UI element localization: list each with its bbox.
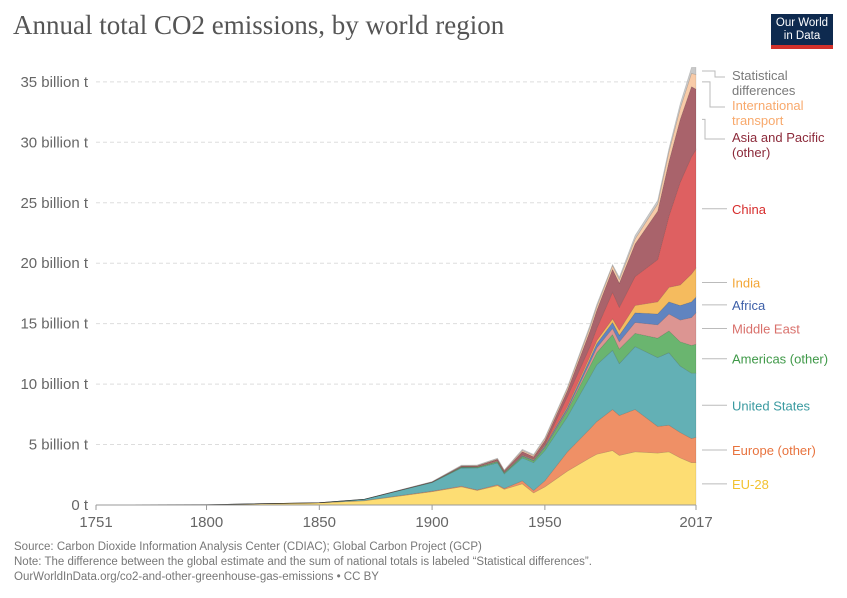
x-tick-label: 1751 [79, 514, 112, 531]
logo-line-1: Our World [775, 17, 829, 29]
legend-label-americas-other-[interactable]: Americas (other) [702, 352, 828, 367]
label-text: differences [732, 83, 796, 98]
y-tick-label: 5 billion t [29, 437, 89, 454]
logo-line-2: in Data [783, 30, 821, 42]
owid-logo[interactable]: Our World in Data [771, 14, 833, 49]
x-tick-label: 1950 [528, 514, 561, 531]
url-license[interactable]: OurWorldInData.org/co2-and-other-greenho… [14, 571, 379, 583]
legend-label-eu-28[interactable]: EU-28 [702, 477, 769, 492]
area-europe-other-[interactable] [95, 409, 697, 506]
x-tick-label: 1850 [303, 514, 336, 531]
y-tick-label: 25 billion t [20, 195, 88, 212]
label-text: Africa [732, 298, 766, 313]
legend-label-united-states[interactable]: United States [702, 398, 811, 413]
legend-label-europe-other-[interactable]: Europe (other) [702, 443, 816, 458]
label-text: Middle East [732, 321, 800, 336]
label-connector [702, 70, 725, 78]
label-text: (other) [732, 145, 770, 160]
label-text: India [732, 276, 761, 291]
x-tick-label: 1800 [190, 514, 223, 531]
x-tick-label: 1900 [415, 514, 448, 531]
legend-label-middle-east[interactable]: Middle East [702, 321, 800, 336]
label-text: Europe (other) [732, 443, 816, 458]
label-connector [702, 81, 725, 108]
chart-title: Annual total CO2 emissions, by world reg… [13, 10, 505, 40]
footnote: Note: The difference between the global … [14, 556, 592, 568]
label-text: Americas (other) [732, 352, 828, 367]
legend-label-asia-and-pacific-other-[interactable]: Asia and Pacific(other) [702, 118, 825, 160]
area-statistical-differences[interactable] [95, 67, 697, 506]
y-tick-label: 30 billion t [20, 134, 88, 151]
legend-label-china[interactable]: China [702, 202, 767, 217]
legend-label-india[interactable]: India [702, 276, 761, 291]
area-layers [95, 67, 697, 506]
legend-label-africa[interactable]: Africa [702, 298, 766, 313]
y-tick-label: 35 billion t [20, 74, 88, 91]
label-text: International [732, 98, 804, 113]
y-tick-label: 15 billion t [20, 316, 88, 333]
legend-labels: EU-28 Europe (other) United States Americas… [702, 68, 828, 492]
label-text: Statistical [732, 68, 788, 83]
y-tick-label: 10 billion t [20, 376, 88, 393]
label-text: EU-28 [732, 477, 769, 492]
axes: 0 t 5 billion t 10 billion t 15 billion t 20… [20, 74, 712, 531]
y-tick-label: 20 billion t [20, 255, 88, 272]
y-tick-label: 0 t [71, 497, 89, 514]
label-text: United States [732, 398, 811, 413]
label-text: transport [732, 113, 784, 128]
source-note: Source: Carbon Dioxide Information Analy… [14, 541, 482, 553]
label-text: China [732, 202, 767, 217]
x-tick-label: 2017 [679, 514, 712, 531]
label-text: Asia and Pacific [732, 130, 825, 145]
label-connector [702, 118, 725, 140]
